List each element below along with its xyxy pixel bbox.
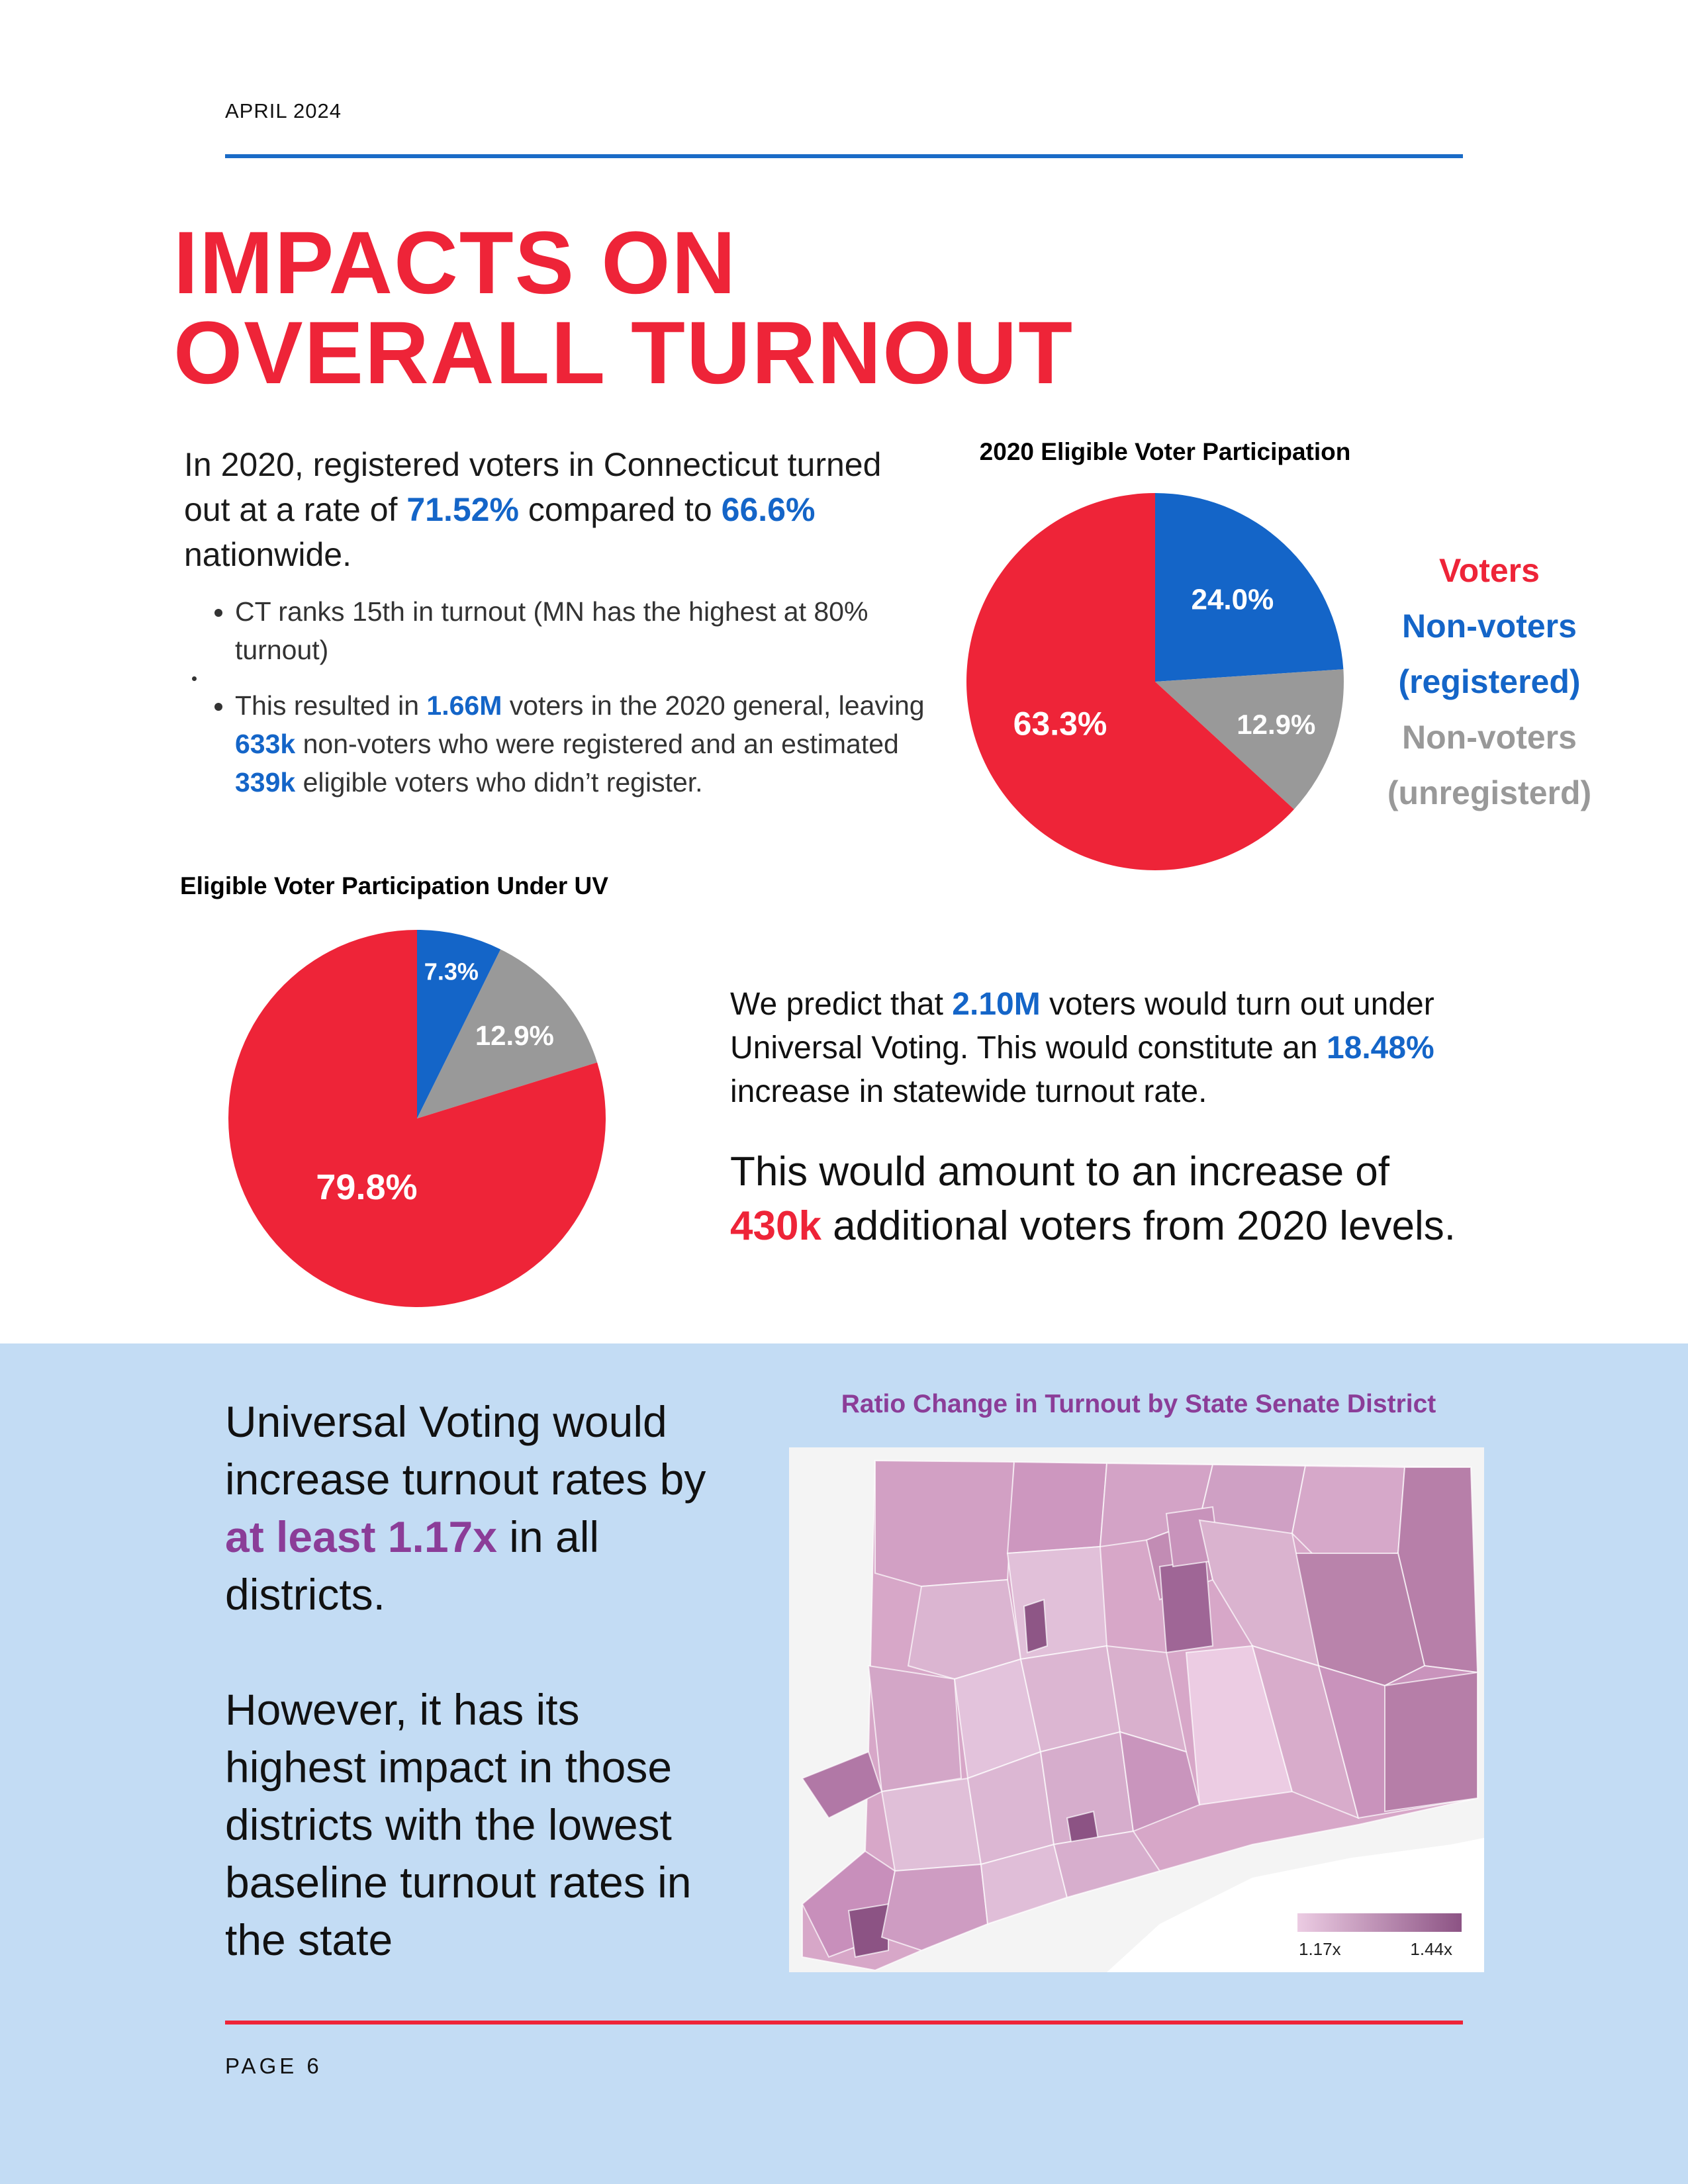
national-turnout-rate: 66.6%	[721, 491, 816, 528]
district-map: 1.17x 1.44x	[789, 1447, 1484, 1972]
pie-slice-voters	[228, 930, 606, 1307]
additional-voters: 430k	[730, 1203, 821, 1249]
ct-turnout-rate: 71.52%	[406, 491, 519, 528]
map-scale-bar	[1297, 1913, 1462, 1932]
uv-summary-p1: Universal Voting would increase turnout …	[225, 1393, 728, 1623]
pie-slice-voters	[966, 493, 1294, 870]
amount-paragraph: This would amount to an increase of 430k…	[730, 1145, 1558, 1253]
pie-label: 12.9%	[1237, 709, 1315, 740]
intro-text: compared to	[518, 491, 722, 528]
uv-text: in all districts.	[225, 1512, 600, 1619]
pie-label: 24.0%	[1191, 584, 1274, 616]
pie-legend: Voters Non-voters (registered) Non-voter…	[1357, 543, 1622, 821]
voters-2020-count: 1.66M	[426, 690, 502, 721]
prediction-text: We predict that	[730, 987, 953, 1022]
bullet-text: This resulted in	[235, 690, 427, 721]
prediction-text: voters would turn out under Universal Vo…	[730, 987, 1434, 1066]
report-date: APRIL 2024	[225, 99, 342, 122]
prediction-paragraph: We predict that 2.10M voters would turn …	[730, 983, 1558, 1114]
intro-text: In 2020, registered voters in Connecticu…	[184, 446, 882, 528]
map-scale-min: 1.17x	[1299, 1939, 1341, 1959]
pie-slice-non-voters-unregisterd	[417, 949, 598, 1118]
sound-water	[1107, 1838, 1484, 1972]
legend-nonvoters-registered: Non-voters (registered)	[1398, 608, 1581, 700]
intro-text: nationwide.	[184, 536, 352, 573]
uv-summary-p2: However, it has its highest impact in th…	[225, 1685, 692, 1964]
pie-label: 79.8%	[316, 1167, 417, 1207]
bullet-totals: This resulted in 1.66M voters in the 202…	[235, 686, 937, 801]
bullet-text: eligible voters who didn’t register.	[295, 767, 703, 797]
legend-nonvoters-unregistered: Non-voters (unregisterd)	[1387, 719, 1592, 811]
amount-text: additional voters from 2020 levels.	[821, 1203, 1456, 1249]
page-title-line2: OVERALL TURNOUT	[173, 304, 1074, 402]
page-title: IMPACTS ON OVERALL TURNOUT	[173, 218, 1074, 398]
registered-nonvoters-count: 633k	[235, 729, 296, 759]
pie-label: 7.3%	[424, 958, 479, 985]
district-map-graphic: 1.17x 1.44x	[801, 1459, 1484, 1972]
bullet-text: non-voters who were registered and an es…	[295, 729, 899, 759]
uv-summary: Universal Voting would increase turnout …	[225, 1393, 728, 1969]
chart2-pie: 7.3% 12.9% 79.8%	[228, 930, 606, 1307]
pie-slice-non-voters-registered	[417, 930, 501, 1118]
turnout-bullets: CT ranks 15th in turnout (MN has the hig…	[205, 592, 937, 819]
pie-slice-non-voters-unregisterd	[1155, 669, 1344, 809]
pie-label: 63.3%	[1013, 705, 1107, 743]
map-title: Ratio Change in Turnout by State Senate …	[841, 1390, 1436, 1418]
uv-min-ratio: at least 1.17x	[225, 1512, 497, 1561]
chart1-title: 2020 Eligible Voter Participation	[979, 438, 1351, 465]
chart2-title: Eligible Voter Participation Under UV	[180, 872, 608, 899]
bullet-ranking: CT ranks 15th in turnout (MN has the hig…	[235, 592, 937, 669]
uv-text: Universal Voting would increase turnout …	[225, 1397, 706, 1504]
chart1-pie: 24.0% 12.9% 63.3%	[966, 493, 1344, 870]
unregistered-count: 339k	[235, 767, 296, 797]
footer-divider	[225, 2021, 1463, 2025]
pie-label: 12.9%	[475, 1020, 554, 1051]
predicted-voters: 2.10M	[952, 987, 1041, 1022]
pie-slice-non-voters-registered	[1155, 493, 1344, 682]
intro-paragraph: In 2020, registered voters in Connecticu…	[184, 442, 899, 577]
amount-text: This would amount to an increase of	[730, 1149, 1389, 1195]
page-number: PAGE 6	[225, 2054, 322, 2078]
prediction-text: increase in statewide turnout rate.	[730, 1074, 1207, 1109]
stray-bullet-dot	[192, 676, 197, 681]
legend-voters: Voters	[1439, 552, 1540, 589]
header-divider	[225, 154, 1463, 158]
map-scale-max: 1.44x	[1410, 1939, 1452, 1959]
page-title-line1: IMPACTS ON	[173, 214, 737, 312]
bullet-text: voters in the 2020 general, leaving	[502, 690, 925, 721]
turnout-increase-pct: 18.48%	[1326, 1030, 1434, 1066]
